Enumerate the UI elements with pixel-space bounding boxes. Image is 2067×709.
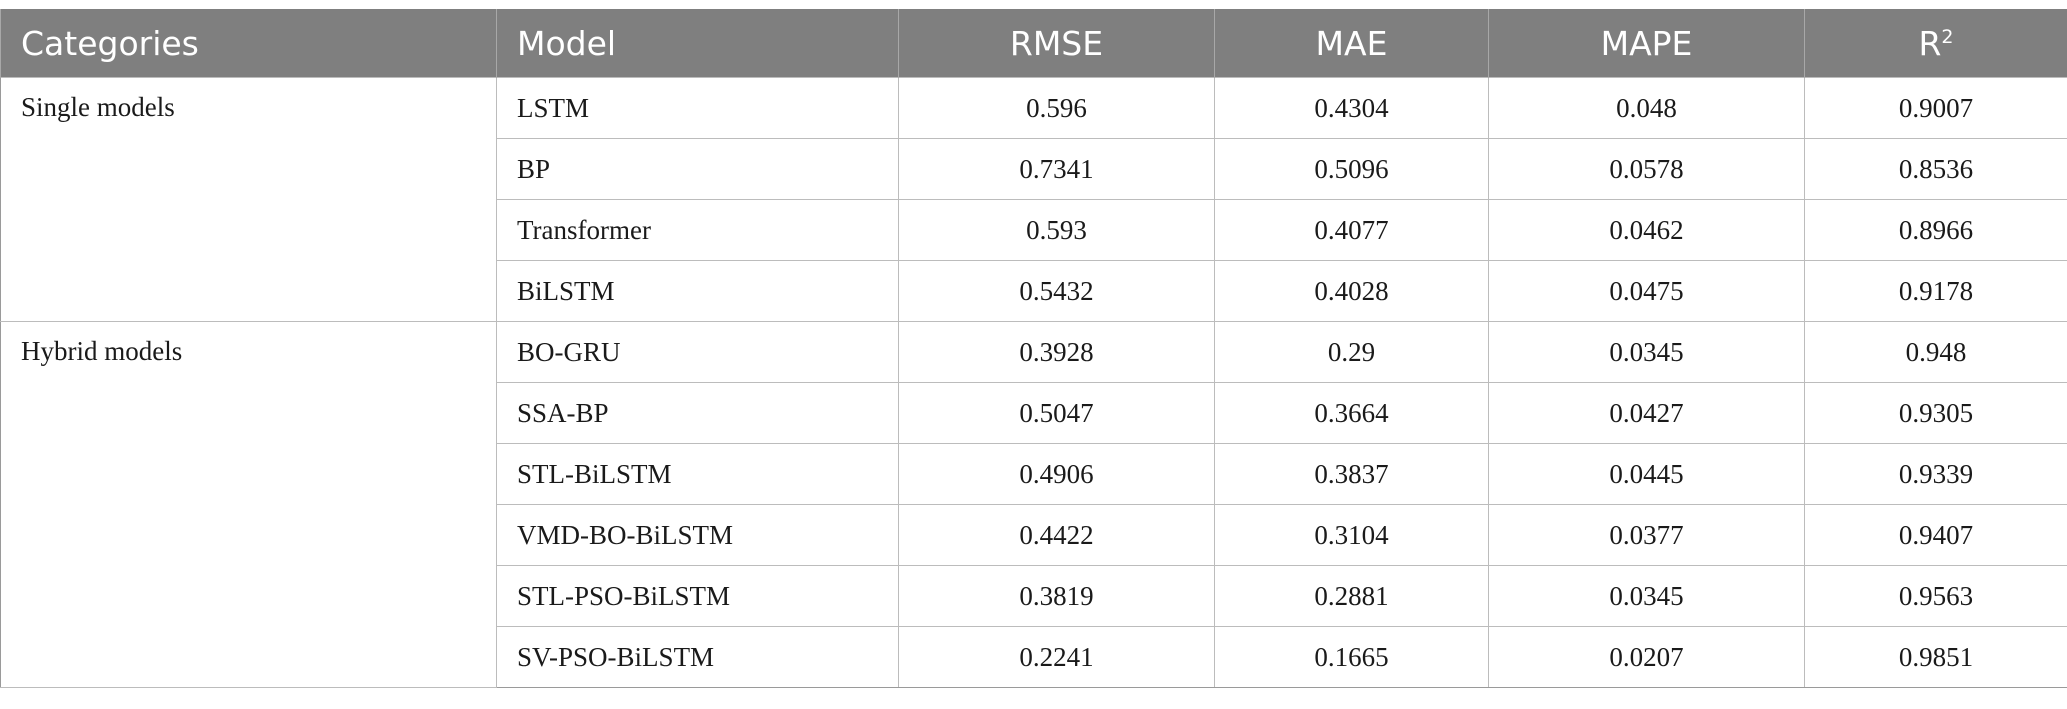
rmse-cell: 0.593: [898, 199, 1215, 261]
rmse-cell: 0.5047: [898, 382, 1215, 444]
rmse-cell: 0.2241: [898, 626, 1215, 688]
table-row: STL-PSO-BiLSTM 0.3819 0.2881 0.0345 0.95…: [1, 565, 2067, 627]
r2-cell: 0.8966: [1804, 199, 2067, 261]
mae-cell: 0.3837: [1214, 443, 1489, 505]
rmse-cell: 0.3928: [898, 321, 1215, 383]
mae-cell: 0.2881: [1214, 565, 1489, 627]
model-cell: VMD-BO-BiLSTM: [496, 504, 899, 566]
r2-cell: 0.9007: [1804, 77, 2067, 139]
mape-cell: 0.0345: [1488, 321, 1805, 383]
table-row: Hybrid models BO-GRU 0.3928 0.29 0.0345 …: [0, 321, 2067, 688]
category-cell: Single models: [0, 77, 497, 322]
mape-cell: 0.0207: [1488, 626, 1805, 688]
header-r2-base: R: [1918, 23, 1942, 63]
mae-cell: 0.3664: [1214, 382, 1489, 444]
mae-cell: 0.1665: [1214, 626, 1489, 688]
r2-cell: 0.8536: [1804, 138, 2067, 200]
header-model: Model: [496, 9, 899, 78]
table-row: SSA-BP 0.5047 0.3664 0.0427 0.9305: [1, 382, 2067, 444]
table-row: BiLSTM 0.5432 0.4028 0.0475 0.9178: [1, 260, 2067, 322]
model-cell: SV-PSO-BiLSTM: [496, 626, 899, 688]
table-row: VMD-BO-BiLSTM 0.4422 0.3104 0.0377 0.940…: [1, 504, 2067, 566]
mae-cell: 0.4304: [1214, 77, 1489, 139]
r2-cell: 0.9339: [1804, 443, 2067, 505]
header-mae: MAE: [1214, 9, 1489, 78]
mape-cell: 0.0445: [1488, 443, 1805, 505]
header-categories: Categories: [0, 9, 497, 78]
mae-cell: 0.3104: [1214, 504, 1489, 566]
mae-cell: 0.4077: [1214, 199, 1489, 261]
model-cell: BiLSTM: [496, 260, 899, 322]
table-row: STL-BiLSTM 0.4906 0.3837 0.0445 0.9339: [1, 443, 2067, 505]
category-cell: Hybrid models: [0, 321, 497, 688]
model-cell: STL-BiLSTM: [496, 443, 899, 505]
mae-cell: 0.29: [1214, 321, 1489, 383]
mae-cell: 0.5096: [1214, 138, 1489, 200]
model-cell: BO-GRU: [496, 321, 899, 383]
rmse-cell: 0.7341: [898, 138, 1215, 200]
r2-cell: 0.9178: [1804, 260, 2067, 322]
mape-cell: 0.0475: [1488, 260, 1805, 322]
mape-cell: 0.0427: [1488, 382, 1805, 444]
rmse-cell: 0.4906: [898, 443, 1215, 505]
r2-cell: 0.9851: [1804, 626, 2067, 688]
mape-cell: 0.0462: [1488, 199, 1805, 261]
r2-cell: 0.9563: [1804, 565, 2067, 627]
r2-cell: 0.948: [1804, 321, 2067, 383]
header-r2: R2: [1804, 9, 2067, 78]
rmse-cell: 0.5432: [898, 260, 1215, 322]
model-cell: SSA-BP: [496, 382, 899, 444]
r2-cell: 0.9407: [1804, 504, 2067, 566]
rmse-cell: 0.4422: [898, 504, 1215, 566]
model-cell: LSTM: [496, 77, 899, 139]
mape-cell: 0.0578: [1488, 138, 1805, 200]
mape-cell: 0.048: [1488, 77, 1805, 139]
header-r2-superscript: 2: [1941, 25, 1954, 48]
mape-cell: 0.0345: [1488, 565, 1805, 627]
header-row: Categories Model RMSE MAE MAPE R2: [0, 9, 2067, 78]
header-rmse: RMSE: [898, 9, 1215, 78]
mape-cell: 0.0377: [1488, 504, 1805, 566]
model-cell: STL-PSO-BiLSTM: [496, 565, 899, 627]
table-header: Categories Model RMSE MAE MAPE R2: [0, 9, 2067, 78]
model-cell: BP: [496, 138, 899, 200]
r2-cell: 0.9305: [1804, 382, 2067, 444]
results-table: Categories Model RMSE MAE MAPE R2 Single…: [0, 9, 2067, 688]
rmse-cell: 0.3819: [898, 565, 1215, 627]
table-row: Transformer 0.593 0.4077 0.0462 0.8966: [1, 199, 2067, 261]
table-row: Single models LSTM 0.596 0.4304 0.048 0.…: [0, 77, 2067, 322]
table-row: SV-PSO-BiLSTM 0.2241 0.1665 0.0207 0.985…: [1, 626, 2067, 688]
rmse-cell: 0.596: [898, 77, 1215, 139]
mae-cell: 0.4028: [1214, 260, 1489, 322]
header-mape: MAPE: [1488, 9, 1805, 78]
model-cell: Transformer: [496, 199, 899, 261]
table-body: Single models LSTM 0.596 0.4304 0.048 0.…: [0, 77, 2067, 688]
